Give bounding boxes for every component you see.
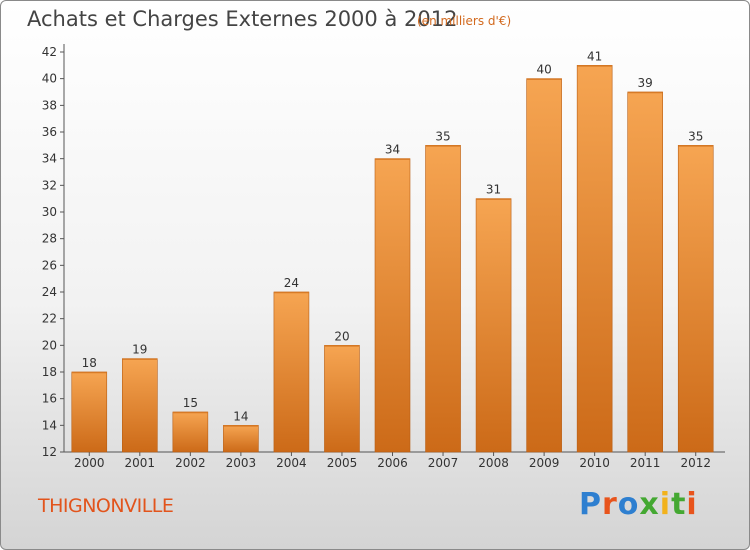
x-tick-label: 2001 [125, 456, 156, 470]
x-tick-label: 2011 [630, 456, 661, 470]
bar [122, 358, 158, 453]
bar [223, 425, 259, 453]
y-tick-label: 32 [42, 178, 57, 192]
bar [677, 145, 714, 453]
bar [324, 345, 360, 453]
x-tick-label: 2010 [579, 456, 610, 470]
town-name: THIGNONVILLE [38, 495, 174, 517]
y-tick-label: 42 [42, 45, 57, 59]
value-label: 41 [587, 49, 602, 63]
y-tick-label: 34 [42, 152, 57, 166]
bar [172, 411, 209, 453]
y-tick-label: 20 [42, 338, 57, 352]
y-tick-label: 18 [42, 365, 57, 379]
y-tick-label: 14 [42, 418, 57, 432]
value-label: 35 [688, 129, 703, 143]
logo-letter: i [659, 487, 672, 522]
y-tick-label: 24 [42, 285, 57, 299]
bar [526, 78, 562, 453]
logo-letter: t [671, 487, 687, 522]
value-label: 20 [334, 329, 349, 343]
value-label: 15 [183, 396, 198, 410]
x-tick-label: 2009 [529, 456, 560, 470]
x-tick-label: 2005 [327, 456, 358, 470]
value-label: 19 [132, 343, 147, 357]
value-label: 31 [486, 183, 501, 197]
bar [273, 291, 310, 453]
bar [627, 91, 663, 453]
bar [475, 198, 512, 453]
y-tick-label: 26 [42, 258, 57, 272]
logo-letter: x [639, 487, 660, 522]
x-tick-label: 2012 [680, 456, 711, 470]
value-label: 24 [284, 276, 299, 290]
y-tick-label: 40 [42, 72, 57, 86]
bar [71, 371, 108, 453]
x-tick-label: 2006 [377, 456, 408, 470]
logo-letter: o [617, 487, 640, 522]
chart-subtitle: (en milliers d'€) [417, 14, 512, 28]
logo-letter: r [602, 487, 618, 522]
y-tick-label: 12 [42, 445, 57, 459]
value-label: 18 [82, 356, 97, 370]
x-tick-label: 2003 [226, 456, 257, 470]
y-tick-label: 28 [42, 232, 57, 246]
value-label: 34 [385, 143, 400, 157]
value-label: 35 [435, 129, 450, 143]
proxiti-logo[interactable]: Proxiti [579, 487, 698, 522]
y-tick-label: 36 [42, 125, 57, 139]
x-tick-label: 2002 [175, 456, 206, 470]
chart-title: Achats et Charges Externes 2000 à 2012 [27, 7, 458, 31]
y-tick-label: 22 [42, 312, 57, 326]
logo-letter: i [686, 487, 698, 522]
y-tick-label: 30 [42, 205, 57, 219]
x-tick-label: 2008 [478, 456, 509, 470]
y-tick-label: 38 [42, 98, 57, 112]
value-label: 14 [233, 409, 248, 423]
bar [374, 158, 411, 453]
bar [576, 65, 613, 453]
logo-letter: P [579, 487, 602, 522]
x-tick-label: 2004 [276, 456, 307, 470]
value-label: 39 [638, 76, 653, 90]
y-tick-label: 16 [42, 392, 57, 406]
x-tick-label: 2000 [74, 456, 105, 470]
x-tick-label: 2007 [428, 456, 459, 470]
bar [425, 145, 461, 453]
value-label: 40 [536, 63, 551, 77]
